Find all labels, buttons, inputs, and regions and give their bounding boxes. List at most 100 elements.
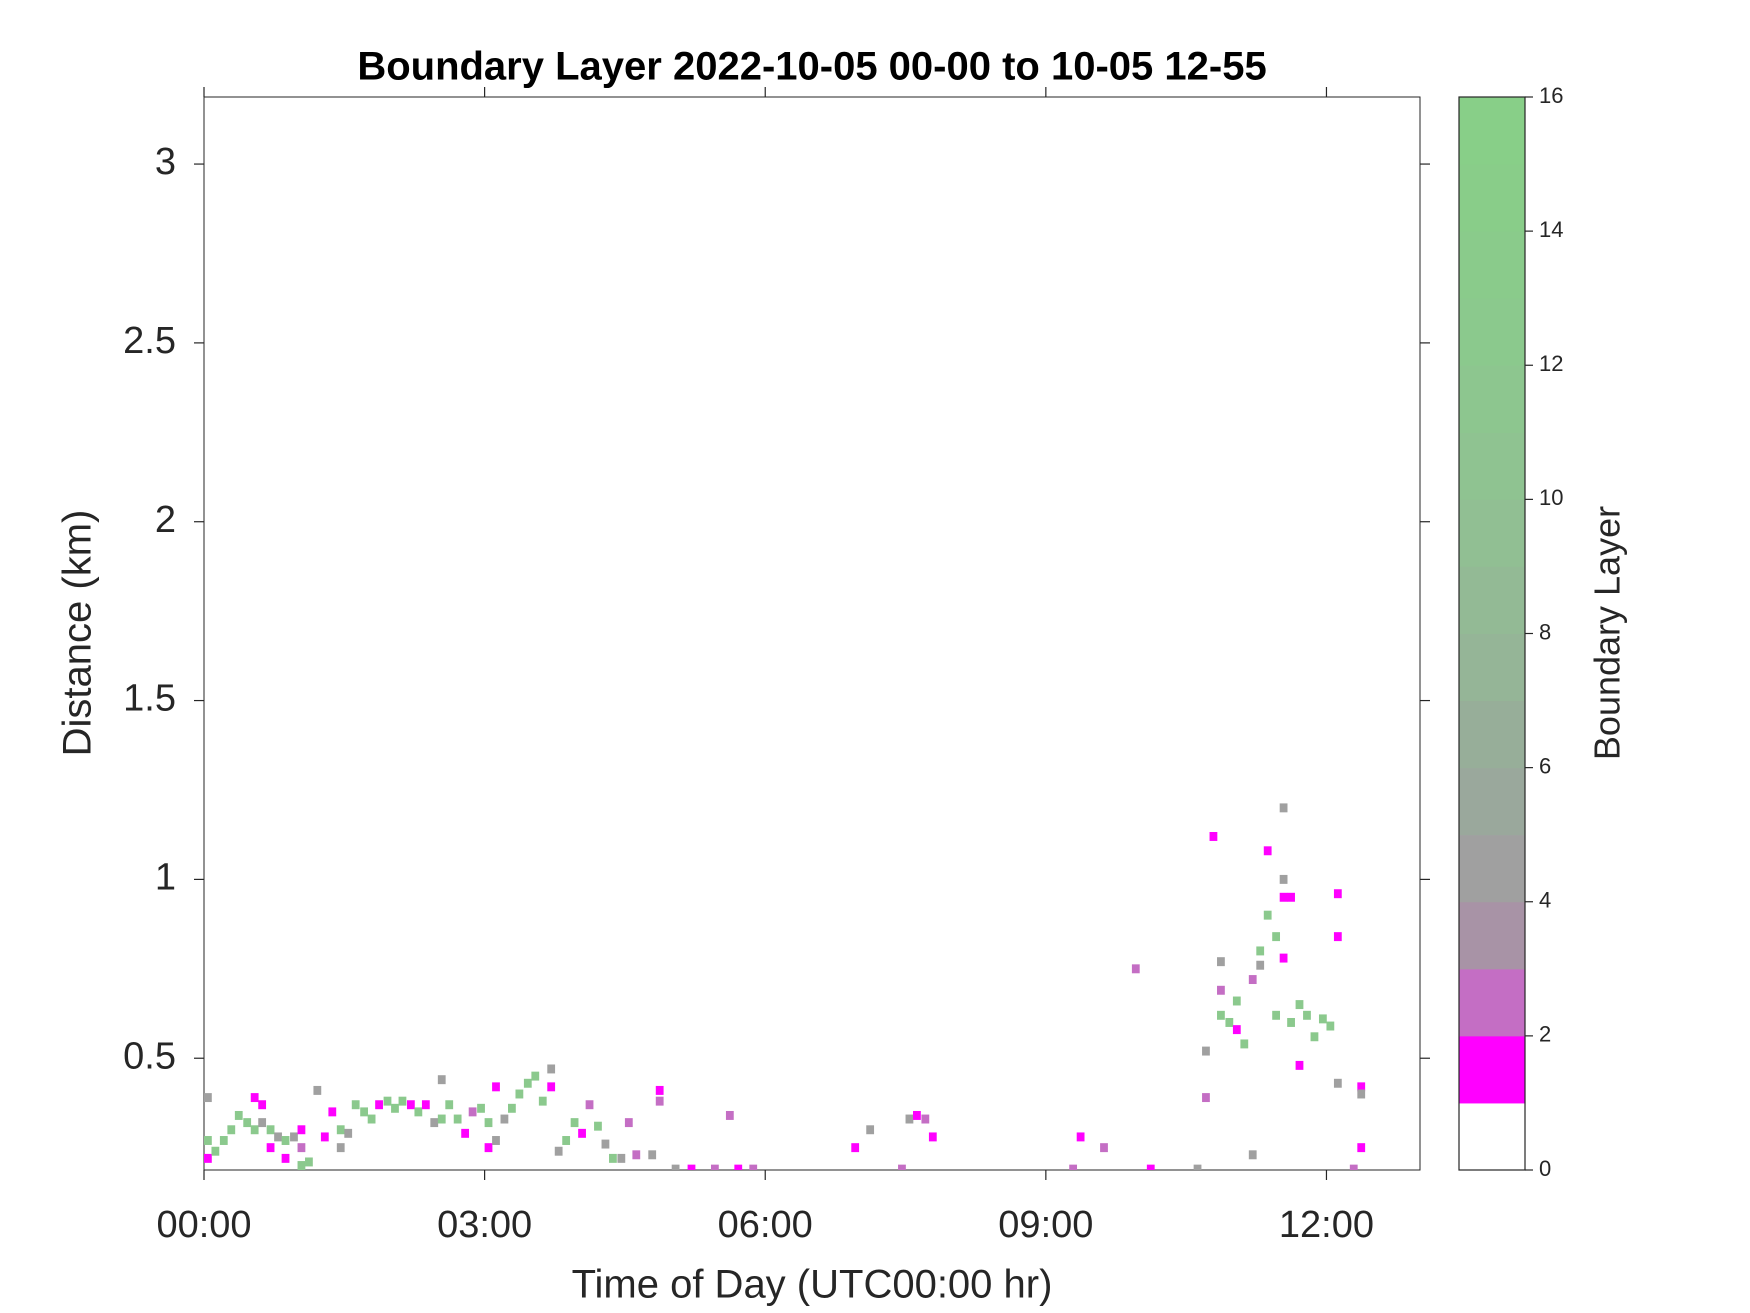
cell [492,1136,500,1145]
cell [243,1118,252,1128]
colorbar-tick-label: 0 [1539,1156,1551,1181]
cell [1279,803,1288,813]
cell [655,1085,664,1095]
cell [414,1107,423,1117]
cells [204,803,1366,1170]
cell [1209,832,1218,841]
cell [921,1114,930,1124]
colorbar-tick-label: 8 [1539,619,1551,644]
cell [204,1153,212,1163]
cell [204,1136,212,1145]
colorbar-band [1459,499,1525,567]
cell [1349,1164,1358,1170]
cell [477,1103,485,1113]
cell [554,1146,563,1156]
cell [437,1114,446,1124]
cell [547,1082,556,1092]
colorbar-band [1459,968,1525,1037]
cell [898,1164,906,1170]
cell [1333,932,1342,942]
cell [1279,953,1288,963]
cell [1279,874,1288,884]
colorbar-band [1459,901,1525,970]
cell [601,1139,610,1149]
cell [725,1110,734,1120]
cell [1217,957,1225,967]
colorbar-band [1459,834,1525,903]
cell [538,1096,547,1106]
cell [1357,1143,1366,1153]
cell [648,1150,657,1160]
colorbar-band [1459,700,1525,769]
cell [866,1125,875,1135]
cell [1263,910,1272,920]
x-tick-label: 03:00 [437,1204,532,1246]
y-tick-label: 0.5 [123,1035,176,1077]
cell [547,1064,556,1074]
cell [320,1132,329,1142]
cell [1287,1017,1295,1027]
cell [328,1107,337,1117]
x-tick-label: 06:00 [718,1204,813,1246]
colorbar-tick-label: 6 [1539,753,1551,778]
colorbar-tick-label: 14 [1539,217,1563,242]
cell [1256,946,1265,956]
cell [1279,892,1288,902]
cell [360,1107,369,1117]
cell [281,1153,290,1163]
colorbar-band [1459,767,1525,836]
cell [500,1114,509,1124]
y-tick-label: 2.5 [123,320,176,362]
cell [585,1100,594,1110]
cell [1193,1164,1202,1170]
cell [1287,892,1295,902]
cell [398,1096,407,1106]
cell [687,1164,696,1170]
cell [1232,1025,1241,1035]
cell [1263,846,1272,856]
cell [578,1128,586,1138]
cell [258,1100,267,1110]
cell [1131,964,1140,974]
y-axis-label: Distance (km) [56,510,100,757]
cell [250,1125,259,1135]
cell [1248,975,1257,985]
cell [655,1096,664,1106]
cell [508,1103,516,1113]
cell [749,1164,758,1170]
cell [468,1107,477,1117]
cell [219,1136,228,1145]
cell [492,1082,500,1092]
colorbar-band [1459,365,1525,433]
cell [1303,1010,1311,1020]
cell [1333,889,1342,899]
cell [313,1085,322,1095]
cell [266,1143,275,1153]
cell [632,1150,641,1160]
colorbar-band [1459,97,1525,165]
cell [227,1125,236,1135]
cell [1248,1150,1257,1160]
cell [1225,1017,1234,1027]
plot-area [203,96,1421,1171]
cell [617,1153,626,1163]
cell [250,1093,259,1103]
cell [336,1125,345,1135]
cell [1146,1164,1155,1170]
cell [1272,932,1281,942]
colorbar-tick-label: 4 [1539,888,1551,913]
cell [1217,1010,1225,1020]
colorbar-band [1459,1102,1525,1171]
cell [297,1125,306,1135]
cell [406,1100,415,1110]
cell [234,1110,243,1120]
cell [609,1153,617,1163]
cell [258,1118,267,1128]
cell [421,1100,430,1110]
colorbar-tick-label: 10 [1539,485,1563,510]
colorbar-tick-label: 2 [1539,1022,1551,1047]
cell [928,1132,937,1142]
colorbar-band [1459,1035,1525,1104]
cell [445,1100,454,1110]
